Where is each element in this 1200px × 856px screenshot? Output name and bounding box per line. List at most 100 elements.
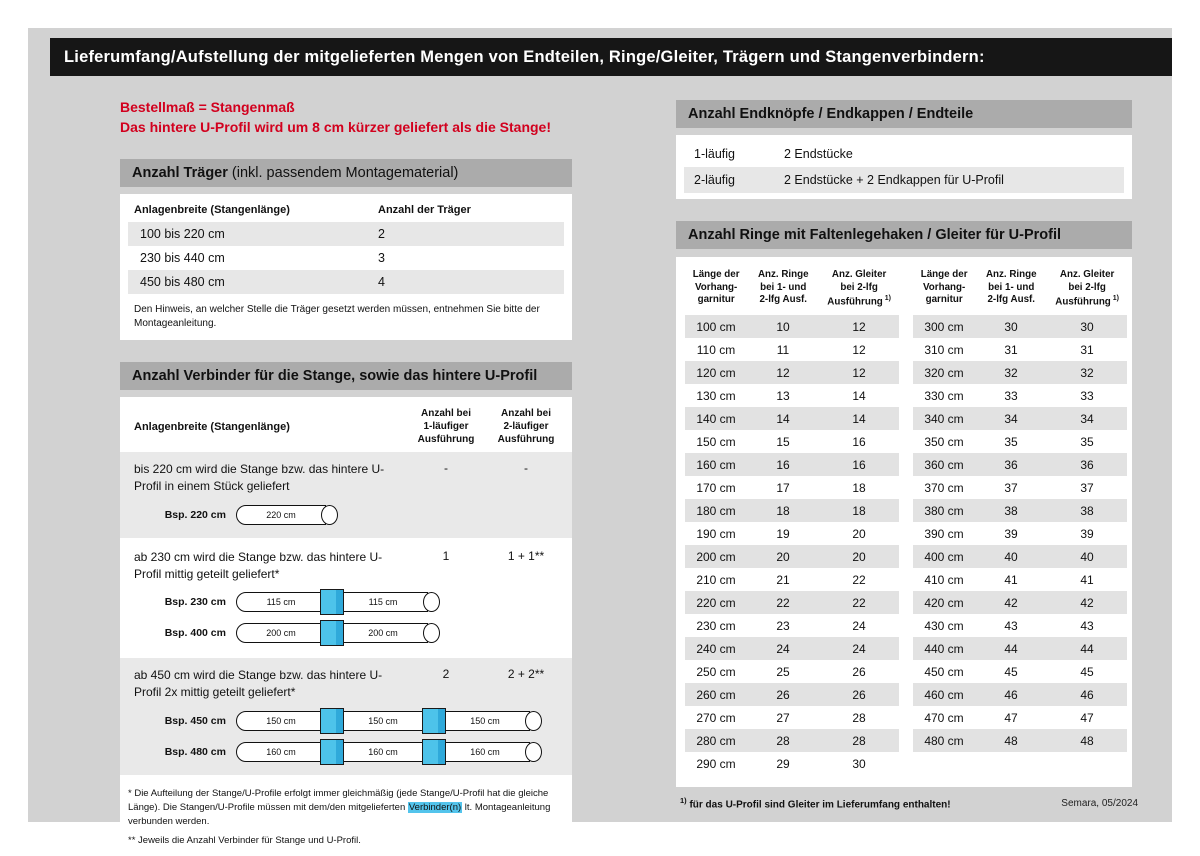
- ringe-row: 220 cm 22 22: [685, 591, 899, 615]
- ringe-row-gleiter: 14: [852, 411, 866, 426]
- ringe-row-gleiter: 37: [1080, 480, 1094, 495]
- verbinder-count-1lfg: 2: [442, 667, 450, 682]
- ringe-col-header: Länge der Vorhang- garnitur: [692, 269, 740, 306]
- endteile-row: 1-läufig 2 Endstücke: [684, 141, 1124, 167]
- verbinder-section-row: bis 220 cm wird die Stange bzw. das hint…: [126, 461, 566, 495]
- ringe-row: 430 cm 43 43: [913, 614, 1127, 637]
- ringe-row: 360 cm 36 36: [913, 453, 1127, 477]
- ringe-row-rings: 38: [1004, 503, 1018, 518]
- traeger-row: 450 bis 480 cm 4: [128, 270, 564, 295]
- rod-connector-icon: [320, 589, 344, 616]
- ringe-row-gleiter: 20: [852, 549, 866, 564]
- ringe-row-rings: 34: [1004, 411, 1018, 426]
- ringe-row-rings: 37: [1004, 480, 1018, 495]
- ringe-row: 320 cm 32 32: [913, 361, 1127, 385]
- ringe-table-right: Länge der Vorhang- garnitur Anz. Ringe be…: [913, 267, 1127, 775]
- ringe-row-length: 110 cm: [696, 342, 736, 357]
- example-label: Bsp. 480 cm: [164, 745, 226, 758]
- verbinder-panel: Anlagenbreite (Stangenlänge) Anzahl bei …: [120, 397, 572, 856]
- ringe-row-gleiter: 39: [1080, 526, 1094, 541]
- ringe-row-length: 370 cm: [924, 480, 964, 495]
- ringe-row-gleiter: 26: [852, 664, 866, 679]
- ringe-row: 440 cm 44 44: [913, 637, 1127, 661]
- ringe-row-rings: 41: [1004, 572, 1018, 587]
- ringe-row-gleiter: 28: [852, 710, 866, 725]
- footnote-1-post: lt. Montageanleitung verbunden werden.: [128, 802, 551, 828]
- ringe-row-gleiter: 46: [1080, 687, 1094, 702]
- verbinder-footnote-1: * Die Aufteilung der Stange/U-Profile er…: [120, 777, 572, 832]
- ringe-row-length: 290 cm: [696, 756, 736, 771]
- footnote-1-highlight: Verbinder(n): [407, 802, 463, 814]
- ringe-row: 460 cm 46 46: [913, 683, 1127, 707]
- ringe-footnote: 1) für das U-Profil sind Gleiter im Lief…: [676, 796, 1132, 810]
- ringe-row: 200 cm 20 20: [685, 545, 899, 569]
- ringe-row-length: 180 cm: [696, 503, 736, 518]
- ringe-row: 210 cm 21 22: [685, 568, 899, 591]
- verbinder-table-head: Anlagenbreite (Stangenlänge) Anzahl bei …: [120, 397, 572, 450]
- page-title: Lieferumfang/Aufstellung der mitgeliefer…: [50, 38, 1172, 76]
- ringe-row-rings: 42: [1004, 595, 1018, 610]
- endteile-row: 2-läufig 2 Endstücke + 2 Endkappen für U-…: [684, 167, 1124, 193]
- example-row: Bsp. 480 cm 160 cm 160 cm 160 cm: [126, 738, 566, 765]
- ringe-row-gleiter: 31: [1080, 342, 1094, 357]
- ringe-row: 410 cm 41 41: [913, 568, 1127, 591]
- verbinder-section-text: ab 230 cm wird die Stange bzw. das hinte…: [134, 549, 383, 581]
- ringe-row-length: 310 cm: [924, 342, 964, 357]
- ringe-row-length: 260 cm: [696, 687, 736, 702]
- ringe-section-header: Anzahl Ringe mit Faltenlegehaken / Gleit…: [676, 221, 1132, 249]
- ringe-row-rings: 39: [1004, 526, 1018, 541]
- rod-diagram: 160 cm 160 cm 160 cm: [236, 738, 542, 765]
- ringe-row-rings: 20: [776, 549, 790, 564]
- ringe-row: 150 cm 15 16: [685, 430, 899, 453]
- ringe-row-length: 220 cm: [696, 595, 736, 610]
- ringe-col-header: Anz. Gleiter bei 2-lfg Ausführung 1): [827, 269, 891, 308]
- example-label: Bsp. 400 cm: [164, 627, 226, 640]
- ringe-row-rings: 35: [1004, 434, 1018, 449]
- ringe-row-length: 250 cm: [696, 664, 736, 679]
- traeger-table-body: 100 bis 220 cm 2 230 bis 440 cm 3 450 bis 48…: [120, 222, 572, 295]
- ringe-row-length: 270 cm: [696, 710, 736, 725]
- ringe-row-gleiter: 24: [852, 641, 866, 656]
- ringe-row: 170 cm 17 18: [685, 476, 899, 499]
- ringe-row-rings: 36: [1004, 457, 1018, 472]
- verbinder-section-text: bis 220 cm wird die Stange bzw. das hint…: [134, 462, 385, 493]
- traeger-row-width: 450 bis 480 cm: [140, 275, 225, 290]
- ringe-row: 300 cm 30 30: [913, 315, 1127, 339]
- rod-diagram: 150 cm 150 cm 150 cm: [236, 707, 542, 734]
- ringe-row-length: 300 cm: [924, 319, 964, 334]
- verbinder-footnote-2: ** Jeweils die Anzahl Verbinder für Stan…: [128, 834, 361, 846]
- rod-segment: 150 cm: [236, 710, 326, 731]
- document-page: Lieferumfang/Aufstellung der mitgeliefer…: [28, 28, 1172, 856]
- ringe-row: 450 cm 45 45: [913, 660, 1127, 683]
- example-label: Bsp. 220 cm: [164, 508, 226, 521]
- endteile-section-header-text: Anzahl Endknöpfe / Endkappen / Endteile: [688, 106, 974, 122]
- verbinder-col-2lfg: Anzahl bei 2-läufiger Ausführung: [497, 408, 555, 446]
- ringe-row-gleiter: 24: [852, 618, 866, 633]
- ringe-row-length: 400 cm: [924, 549, 964, 564]
- ringe-row: 390 cm 39 39: [913, 522, 1127, 545]
- verbinder-count-1lfg: 1: [442, 548, 450, 563]
- ringe-row-length: 120 cm: [696, 365, 736, 380]
- ringe-row: 470 cm 47 47: [913, 706, 1127, 729]
- rod-segment: 115 cm: [236, 592, 326, 613]
- ringe-row: 280 cm 28 28: [685, 729, 899, 753]
- ringe-row-length: 470 cm: [924, 710, 964, 725]
- ringe-row-gleiter: 12: [852, 365, 866, 380]
- ringe-row-gleiter: 47: [1080, 710, 1094, 725]
- ringe-row-length: 440 cm: [924, 641, 964, 656]
- ringe-row-length: 320 cm: [924, 365, 964, 380]
- ringe-row-gleiter: 12: [852, 319, 866, 334]
- example-label: Bsp. 230 cm: [164, 596, 226, 609]
- ringe-row: 290 cm 29 30: [685, 752, 899, 775]
- rod-endcap-icon: [525, 741, 542, 762]
- ringe-row-rings: 19: [776, 526, 790, 541]
- ringe-row-rings: 24: [776, 641, 790, 656]
- ringe-row-rings: 21: [776, 572, 790, 587]
- rod-segment: 160 cm: [338, 741, 428, 762]
- ringe-row-gleiter: 41: [1080, 572, 1094, 587]
- verbinder-section-row: ab 230 cm wird die Stange bzw. das hinte…: [126, 549, 566, 583]
- rod-diagram: 200 cm 200 cm: [236, 620, 440, 647]
- ringe-row: 480 cm 48 48: [913, 729, 1127, 753]
- ringe-row-gleiter: 16: [852, 457, 866, 472]
- rod-connector-icon: [422, 707, 446, 734]
